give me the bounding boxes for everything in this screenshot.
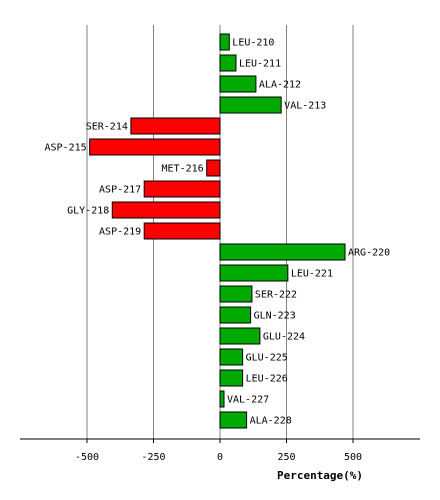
bar-arg-220 (219, 243, 346, 261)
bars (89, 33, 346, 429)
x-tick-label: -500 (75, 452, 99, 463)
bar-label-leu-226: LEU-226 (246, 374, 288, 385)
bar-label-ser-214: SER-214 (86, 122, 128, 133)
bar-gln-223 (219, 306, 252, 324)
x-tick-label: -250 (141, 452, 165, 463)
bar-glu-225 (219, 348, 244, 366)
bar-ser-222 (219, 285, 253, 303)
bar-met-216 (206, 159, 221, 177)
bar-label-asp-215: ASP-215 (45, 143, 87, 154)
bar-label-leu-211: LEU-211 (239, 59, 281, 70)
bar-leu-210 (219, 33, 230, 51)
bar-val-227 (219, 390, 225, 408)
x-ticks: -500 -250 0 250 500 (75, 439, 362, 463)
bar-val-213 (219, 96, 282, 114)
x-tick-label: 0 (217, 452, 223, 463)
bar-label-arg-220: ARG-220 (348, 248, 390, 259)
bar-label-glu-224: GLU-224 (263, 332, 305, 343)
bar-label-gln-223: GLN-223 (254, 311, 296, 322)
bar-label-val-227: VAL-227 (227, 395, 269, 406)
bar-label-ala-228: ALA-228 (250, 416, 292, 427)
x-axis-title: Percentage(%) (277, 469, 363, 482)
bar-label-leu-210: LEU-210 (232, 38, 274, 49)
bar-glu-224 (219, 327, 261, 345)
bar-label-val-213: VAL-213 (284, 101, 326, 112)
bar-label-gly-218: GLY-218 (67, 206, 109, 217)
bar-label-asp-217: ASP-217 (99, 185, 141, 196)
x-tick-label: 500 (344, 452, 362, 463)
bar-label-asp-219: ASP-219 (99, 227, 141, 238)
bar-leu-226 (219, 369, 244, 387)
bar-labels: LEU-210 LEU-211 ALA-212 VAL-213 SER-214 ASP-2… (45, 38, 391, 427)
bar-asp-217 (143, 180, 221, 198)
x-tick-label: 250 (277, 452, 295, 463)
bar-gly-218 (111, 201, 221, 219)
bar-leu-211 (219, 54, 237, 72)
bar-ser-214 (130, 117, 221, 135)
bar-label-ala-212: ALA-212 (259, 80, 301, 91)
bar-label-leu-221: LEU-221 (291, 269, 333, 280)
bar-asp-215 (89, 138, 221, 156)
bar-ala-212 (219, 75, 257, 93)
bar-label-ser-222: SER-222 (255, 290, 297, 301)
bar-ala-228 (219, 411, 248, 429)
bar-leu-221 (219, 264, 289, 282)
bar-label-met-216: MET-216 (162, 164, 204, 175)
bar-label-glu-225: GLU-225 (246, 353, 288, 364)
bar-asp-219 (143, 222, 221, 240)
